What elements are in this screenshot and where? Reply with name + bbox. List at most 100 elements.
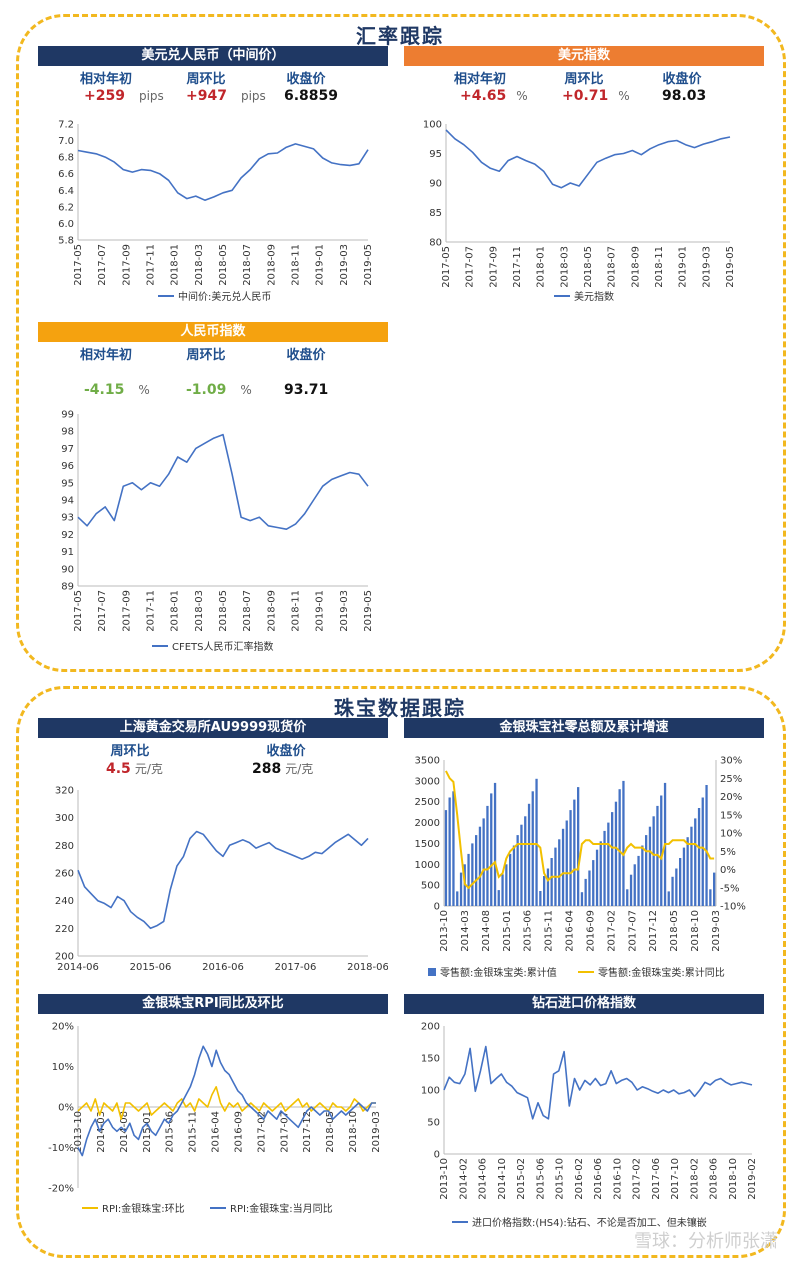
retail-bar <box>652 816 655 906</box>
usdcny-x-tick: 2018-03 <box>194 244 205 286</box>
rpi-chart: 20% 10% 0% -10% -20% 2013-10 2014-03 2014-08 201… <box>48 1022 382 1216</box>
retail-x-tick: 2016-09 <box>585 910 596 952</box>
jewelry-section-title: 珠宝数据跟踪 <box>322 692 478 721</box>
cfets-y-tick: 94 <box>61 496 74 507</box>
dxy-x-tick: 2017-09 <box>488 246 499 288</box>
usdcny-y-tick: 6.6 <box>58 169 74 180</box>
dxy-x-tick: 2019-03 <box>701 246 712 288</box>
cfets-ytd-value: -4.15% <box>84 382 150 398</box>
rpi-y-tick: 0% <box>58 1103 74 1114</box>
diamond-x-tick: 2017-02 <box>632 1158 643 1200</box>
diamond-legend-label: 进口价格指数:(HS4):钻石、不论是否加工、但未镶嵌 <box>472 1216 707 1229</box>
rpi-legend-mom-label: RPI:金银珠宝:环比 <box>102 1202 185 1215</box>
cfets-x-tick: 2018-03 <box>194 590 205 632</box>
retail-x-tick: 2018-10 <box>690 910 701 952</box>
rpi-y-tick: 20% <box>52 1022 74 1033</box>
rpi-x-tick: 2014-08 <box>119 1111 130 1153</box>
cfets-x-tick: 2019-01 <box>315 590 326 632</box>
retail-bar <box>709 889 712 906</box>
gold-close-value: 288 元/克 <box>252 761 314 777</box>
cfets-y-tick: 91 <box>61 547 74 558</box>
watermark-text: 雪球：分析师张潇 <box>634 1231 778 1252</box>
diamond-y-tick: 200 <box>421 1022 440 1033</box>
dxy-title: 美元指数 <box>404 46 764 66</box>
retail-bar <box>509 853 512 906</box>
dxy-legend-label: 美元指数 <box>574 290 614 303</box>
cfets-stat-label-wow: 周环比 <box>186 348 226 363</box>
retail-bar <box>539 891 542 906</box>
gold-panel: 上海黄金交易所AU9999现货价 周环比 收盘价 4.5 元/克 288 元/克 3… <box>38 718 388 982</box>
usdcny-stat-label-wow: 周环比 <box>186 72 226 87</box>
retail-bar <box>697 808 701 906</box>
usdcny-close-value: 6.8859 <box>284 88 339 104</box>
gold-y-tick: 260 <box>55 869 74 880</box>
retail-bar <box>546 868 550 906</box>
retail-bar <box>675 868 678 906</box>
retail-bar <box>679 858 682 906</box>
retail-x-tick: 2015-01 <box>502 910 513 952</box>
retail-y2-tick: -10% <box>720 902 746 913</box>
gold-wow-value: 4.5 元/克 <box>106 761 163 777</box>
usdcny-panel: 美元兑人民币（中间价） 相对年初 周环比 收盘价 +259 pips +947 pi… <box>38 46 388 316</box>
diamond-x-tick: 2018-10 <box>728 1158 739 1200</box>
rpi-x-tick: 2013-10 <box>73 1111 84 1153</box>
rpi-x-tick: 2017-07 <box>279 1111 290 1153</box>
cfets-x-tick: 2017-07 <box>97 590 108 632</box>
dxy-y-tick: 95 <box>429 149 442 160</box>
usdcny-y-tick: 6.0 <box>58 219 74 230</box>
cfets-y-tick: 97 <box>61 444 74 455</box>
cfets-x-tick: 2017-09 <box>121 590 132 632</box>
diamond-x-tick: 2015-02 <box>516 1158 527 1200</box>
cfets-wow-value: -1.09% <box>186 382 252 398</box>
gold-y-tick: 200 <box>55 952 74 963</box>
diamond-x-tick: 2014-06 <box>478 1158 489 1200</box>
retail-bar <box>671 876 674 906</box>
diamond-y-tick: 150 <box>421 1054 440 1065</box>
diamond-x-tick: 2018-02 <box>689 1158 700 1200</box>
retail-bar <box>580 892 584 906</box>
retail-bar <box>629 874 633 906</box>
usdcny-x-tick: 2017-05 <box>73 244 84 286</box>
retail-bar <box>486 805 489 906</box>
retail-bar <box>577 787 580 906</box>
retail-y2-tick: 5% <box>720 847 736 858</box>
gold-x-tick: 2014-06 <box>57 962 99 973</box>
retail-bar <box>592 860 595 906</box>
gold-y-tick: 320 <box>55 786 74 797</box>
dxy-series-line <box>445 129 731 189</box>
dxy-wow-value: +0.71% <box>562 88 630 104</box>
retail-x-tick: 2017-12 <box>648 910 659 952</box>
gold-y-tick: 220 <box>55 924 74 935</box>
rpi-x-tick: 2017-12 <box>302 1111 313 1153</box>
diamond-x-tick: 2016-06 <box>593 1158 604 1200</box>
retail-bar <box>690 826 693 906</box>
retail-x-tick: 2017-07 <box>627 910 638 952</box>
retail-bar <box>595 849 599 906</box>
diamond-x-tick: 2014-10 <box>497 1158 508 1200</box>
cfets-y-tick: 99 <box>61 410 74 421</box>
retail-bar <box>459 872 463 906</box>
usdcny-y-tick: 7.2 <box>58 120 74 131</box>
rpi-yoy-line <box>77 1045 376 1157</box>
usdcny-x-tick: 2018-01 <box>170 244 181 286</box>
retail-panel: 金银珠宝社零总额及累计增速 3500 3000 2500 2000 1500 1000 50… <box>404 718 764 984</box>
retail-x-tick: 2014-08 <box>481 910 492 952</box>
retail-x-tick: 2013-10 <box>439 910 450 952</box>
dxy-ytd-value: +4.65% <box>460 88 528 104</box>
rpi-x-tick: 2016-09 <box>233 1111 244 1153</box>
retail-x-tick: 2015-11 <box>544 910 555 952</box>
usdcny-stat-label-close: 收盘价 <box>286 72 326 87</box>
fx-section-frame <box>16 14 786 672</box>
retail-legend-bar-swatch <box>428 968 436 976</box>
retail-y2-tick: 25% <box>720 774 742 785</box>
retail-y-tick: 1000 <box>415 860 440 871</box>
cfets-y-tick: 96 <box>61 461 74 472</box>
retail-bar <box>482 818 485 906</box>
retail-bar <box>505 864 508 906</box>
usdcny-y-tick: 6.4 <box>58 186 74 197</box>
dxy-x-tick: 2019-01 <box>678 246 689 288</box>
retail-bar <box>660 795 663 906</box>
usdcny-y-tick: 5.8 <box>58 236 74 247</box>
